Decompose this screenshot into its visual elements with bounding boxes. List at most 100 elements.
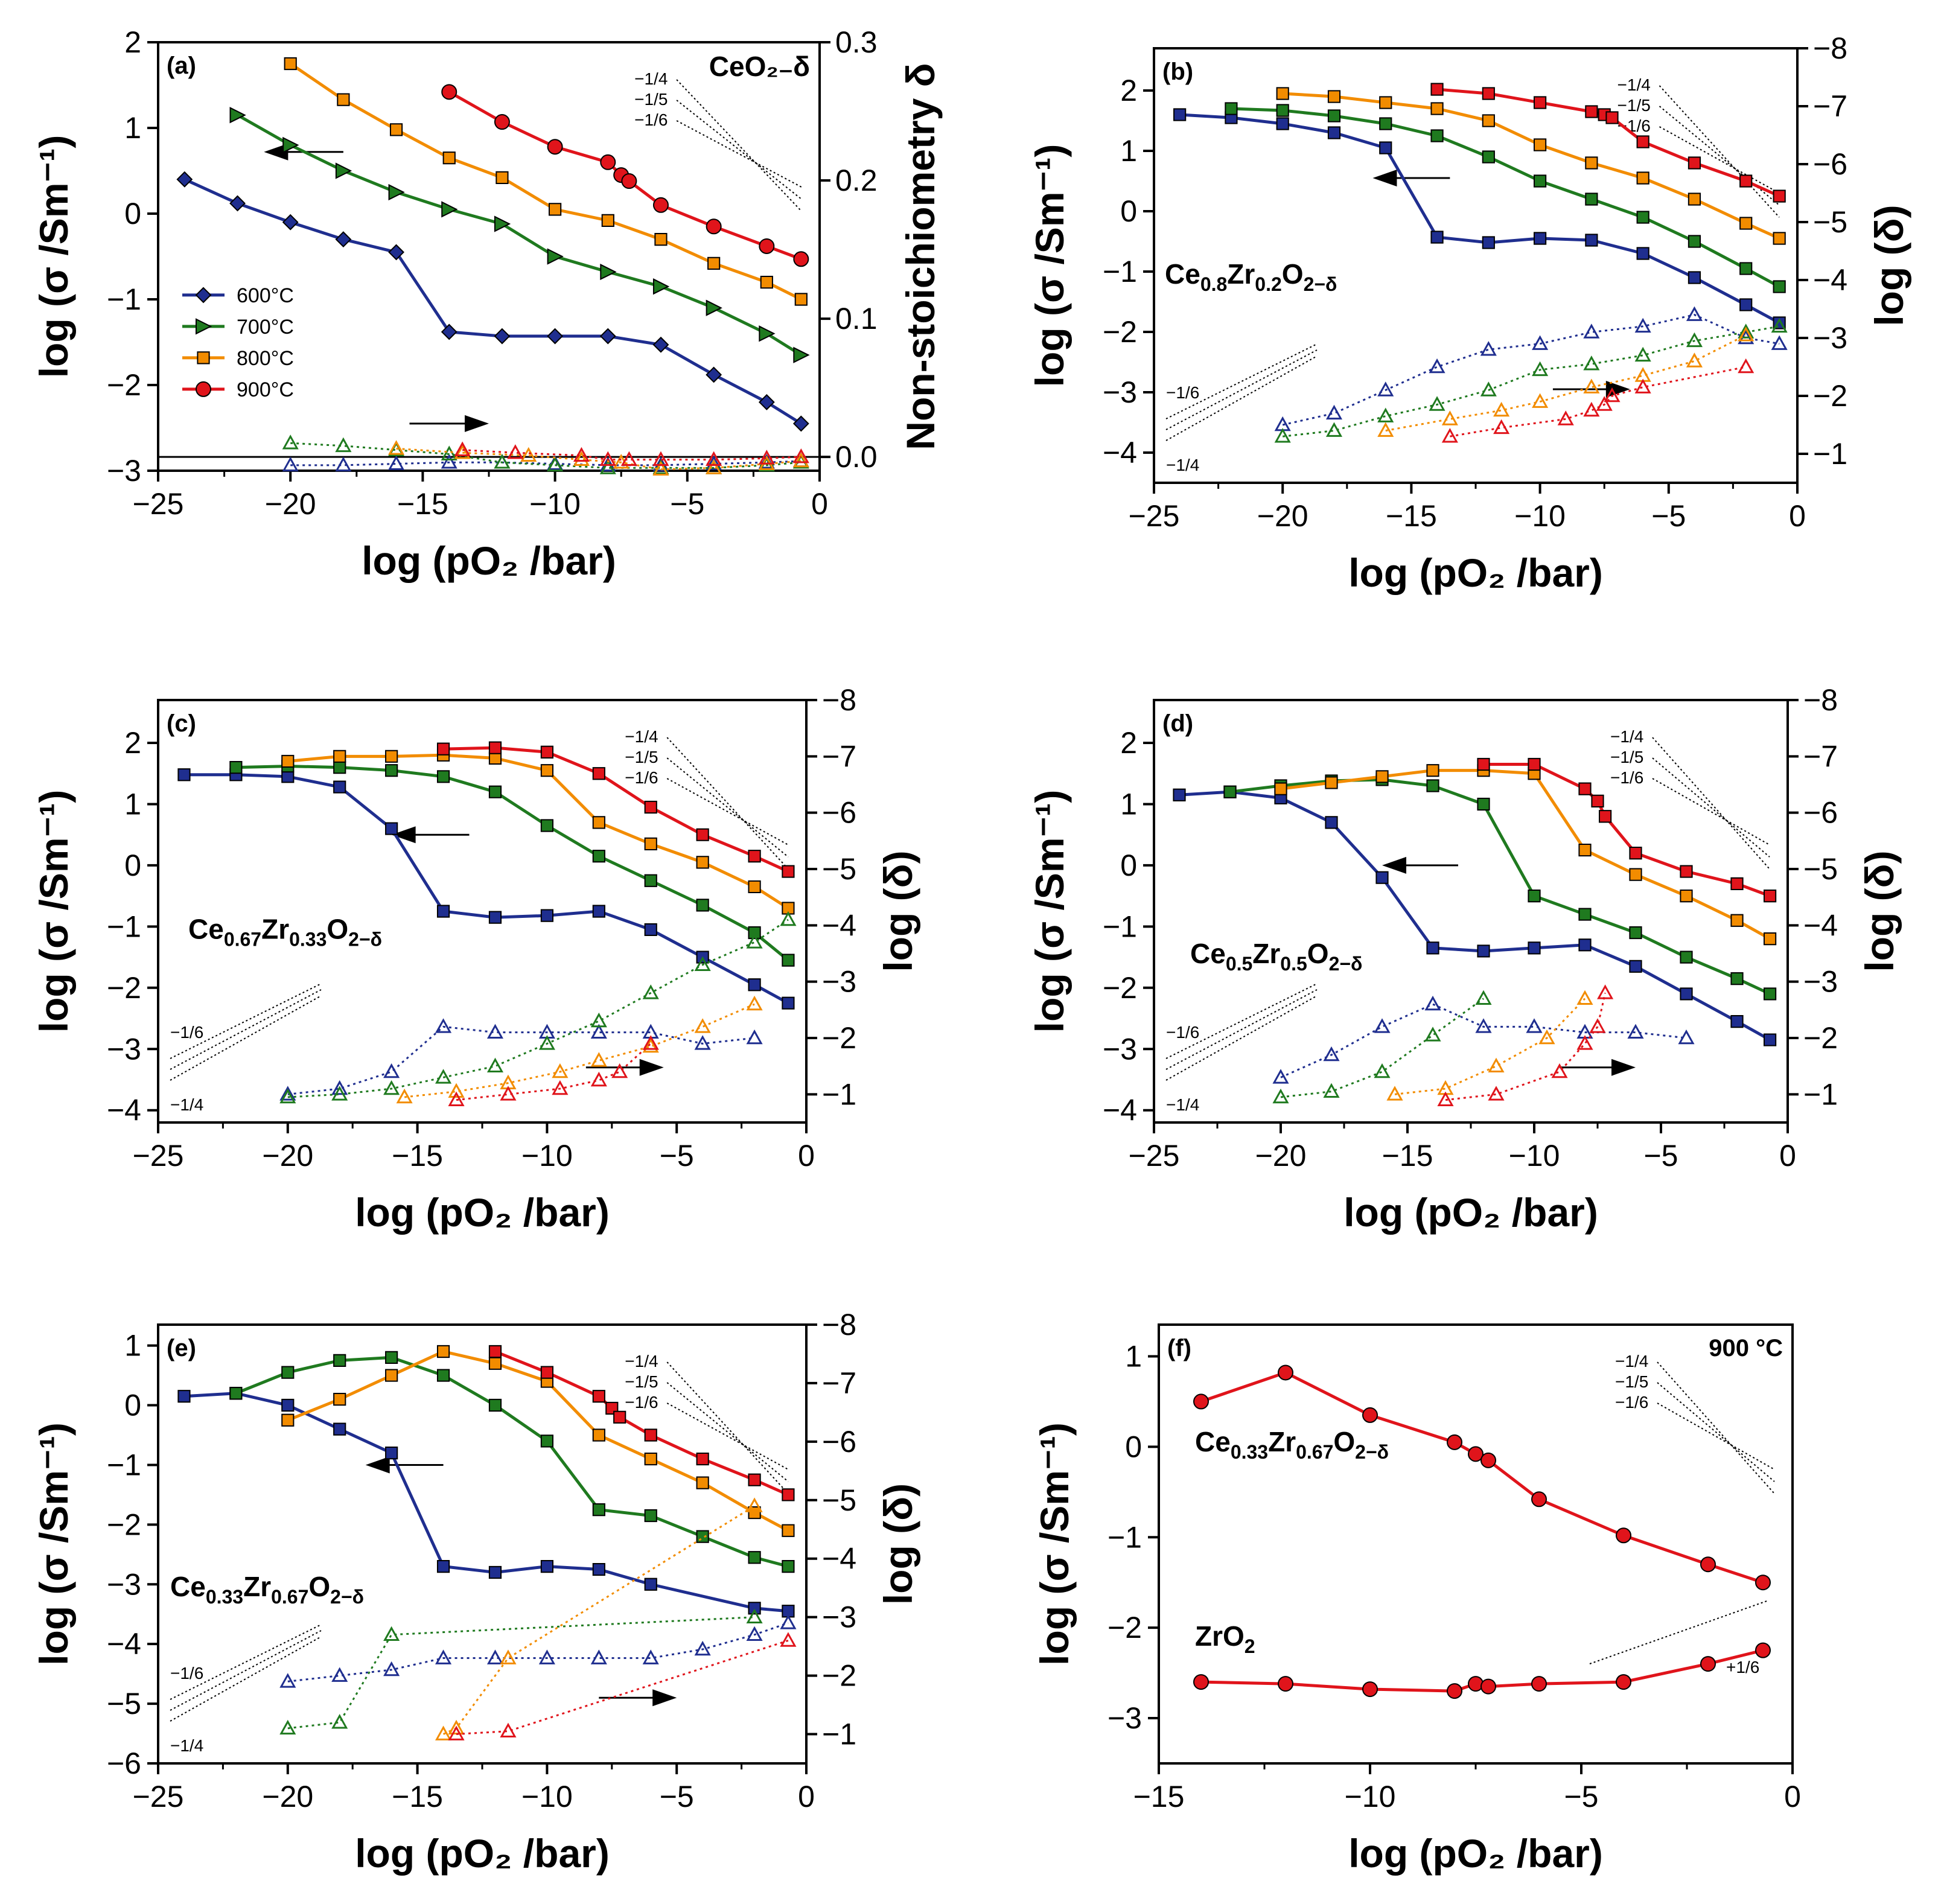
annotation-label: ZrO2 — [1195, 1620, 1255, 1657]
chart-title: Ce0.5Zr0.5O2−δ — [1190, 938, 1362, 975]
data-point — [1738, 323, 1755, 339]
data-point — [1771, 335, 1788, 350]
slope-guide-line — [170, 1636, 322, 1722]
series-line — [1231, 107, 1780, 288]
data-point — [748, 926, 761, 940]
right-axis-title: log (δ) — [1867, 205, 1911, 326]
series-600-c — [176, 171, 809, 432]
x-tick-label: −15 — [392, 1780, 443, 1813]
data-point — [540, 819, 553, 832]
y2-tick-label: −5 — [1803, 852, 1838, 886]
x-tick-label: −15 — [1382, 1139, 1433, 1173]
legend-marker — [196, 381, 211, 397]
y2-tick-label: −3 — [822, 965, 856, 999]
y-tick-label: −2 — [107, 368, 141, 402]
y-tick-label: 2 — [124, 726, 141, 760]
legend-label: 700°C — [237, 316, 294, 339]
data-point — [500, 1722, 517, 1737]
x-tick-label: −5 — [660, 1139, 694, 1173]
slope-label: −1/6 — [1166, 383, 1199, 402]
data-point — [1589, 1018, 1606, 1033]
data-point — [1755, 1574, 1771, 1591]
data-point — [1447, 1683, 1462, 1699]
data-point — [1447, 1434, 1462, 1450]
y-tick-label: 1 — [124, 787, 141, 821]
x-tick-label: −25 — [1129, 1139, 1180, 1173]
y2-tick-label: −1 — [822, 1718, 856, 1751]
data-point — [1480, 1678, 1496, 1695]
data-point — [383, 1080, 400, 1095]
x-tick-label: −15 — [1386, 499, 1437, 533]
data-point — [1585, 234, 1598, 247]
series-900-c- — [448, 1632, 797, 1740]
slope-label: +1/6 — [1726, 1658, 1759, 1676]
data-point — [1477, 797, 1490, 811]
data-point — [1424, 1027, 1441, 1042]
y-tick-label: −2 — [107, 971, 141, 1005]
data-point — [1430, 129, 1444, 142]
series-700-c- — [1272, 990, 1492, 1104]
data-point — [746, 934, 763, 949]
data-point — [1730, 877, 1744, 890]
data-point — [496, 171, 509, 184]
arrow-head — [391, 826, 416, 844]
series-line — [1280, 998, 1484, 1098]
left-arrow — [365, 1456, 444, 1474]
series-line — [1385, 334, 1747, 432]
slope-guide-line — [1657, 1403, 1775, 1470]
slope-guide-line — [666, 1403, 789, 1470]
panel-label: (c) — [167, 710, 196, 737]
data-point — [1738, 326, 1755, 342]
data-point — [1325, 422, 1343, 437]
data-point — [1426, 941, 1439, 955]
data-point — [385, 1447, 398, 1460]
slope-label: −1/5 — [1610, 748, 1643, 766]
data-point — [1193, 1674, 1209, 1690]
data-point — [1532, 361, 1549, 377]
data-point — [1323, 1046, 1340, 1062]
data-point — [1764, 987, 1777, 1001]
data-point — [793, 346, 810, 363]
data-point — [1534, 232, 1547, 245]
data-point — [1173, 108, 1187, 121]
data-point — [1424, 995, 1441, 1011]
series-line — [456, 1043, 652, 1101]
y-tick-label: 0 — [1120, 849, 1137, 882]
data-point — [441, 445, 457, 460]
data-point — [284, 57, 297, 71]
data-point — [759, 238, 775, 254]
data-point — [383, 1626, 400, 1641]
chart-panel-3: −25 −20 −15 −10 −5 0−4−3−2−1012−1−2−3−4−5−6−7… — [31, 683, 920, 1235]
data-point — [758, 393, 775, 410]
series-700-c — [1225, 102, 1786, 293]
data-point — [547, 248, 564, 265]
x-tick-label: −10 — [1345, 1780, 1396, 1813]
data-point — [1616, 1527, 1631, 1544]
chart-panel-5: −25 −20 −15 −10 −5 0−6−5−4−3−2−101−1−2−3−4−5−… — [31, 1308, 920, 1876]
data-point — [1468, 1446, 1484, 1462]
data-point — [436, 1345, 450, 1358]
data-point — [1578, 908, 1592, 921]
data-point — [1680, 987, 1693, 1001]
y-tick-label: 2 — [124, 25, 141, 59]
slope-guide-line — [1165, 343, 1318, 419]
y-tick-label: −2 — [1103, 971, 1137, 1005]
data-point — [746, 1626, 763, 1641]
data-point — [507, 444, 524, 459]
data-point — [331, 1714, 348, 1729]
data-point — [229, 107, 246, 124]
slope-guide-line — [1657, 1382, 1775, 1482]
data-point — [1374, 1018, 1391, 1033]
data-point — [590, 1024, 607, 1039]
y2-tick-label: −4 — [1803, 908, 1838, 942]
arrow-head — [1382, 856, 1406, 874]
data-point — [694, 1640, 711, 1656]
y-tick-label: 1 — [1120, 787, 1137, 821]
data-point — [442, 151, 456, 165]
data-point — [281, 754, 295, 768]
y-tick-label: 2 — [1120, 74, 1137, 107]
data-point — [1430, 231, 1444, 244]
data-point — [547, 328, 564, 345]
slope-guide-line — [1659, 106, 1780, 206]
